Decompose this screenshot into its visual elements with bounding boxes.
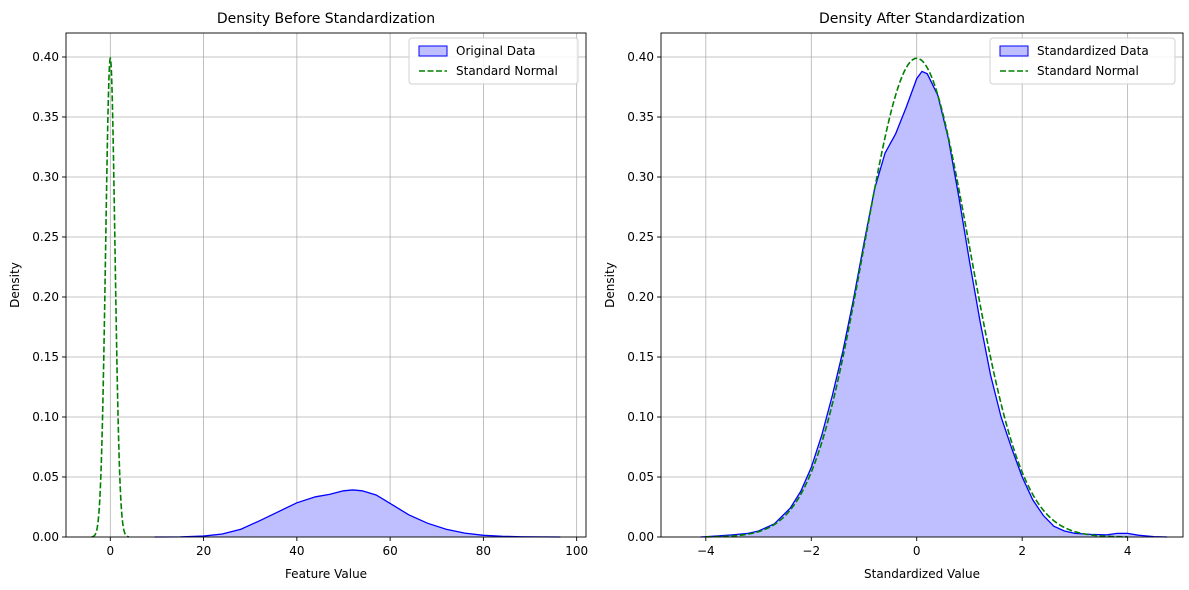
right-chart-title: Density After Standardization <box>819 11 1025 27</box>
left-xtick-label-5: 100 <box>565 544 588 558</box>
right-series-area-0 <box>700 71 1168 538</box>
right-x-axis-label: Standardized Value <box>864 567 980 581</box>
right-ytick-label-7: 0.35 <box>627 110 654 124</box>
left-legend-swatch-0 <box>418 45 448 57</box>
left-axes-frame <box>65 32 587 538</box>
left-ytick-label-2: 0.10 <box>32 410 59 424</box>
left-xtick-label-0: 0 <box>106 544 114 558</box>
right-ytick-label-2: 0.10 <box>627 410 654 424</box>
right-ytick-label-3: 0.15 <box>627 350 654 364</box>
left-ytick-label-8: 0.40 <box>32 50 59 64</box>
right-legend: Standardized Data Standard Normal <box>989 37 1176 85</box>
left-xtick-label-3: 60 <box>382 544 397 558</box>
left-legend-label-0: Original Data <box>456 44 535 58</box>
right-ytick-label-4: 0.20 <box>627 290 654 304</box>
right-legend-box <box>989 37 1176 85</box>
right-ytick-label-5: 0.25 <box>627 230 654 244</box>
right-xtick-label-0: −4 <box>697 544 715 558</box>
right-ytick-label-1: 0.05 <box>627 470 654 484</box>
right-ytick-label-6: 0.30 <box>627 170 654 184</box>
right-legend-label-1: Standard Normal <box>1037 64 1139 78</box>
left-y-axis-label: Density <box>8 262 22 308</box>
right-normal-curve-1 <box>705 57 1128 538</box>
right-legend-swatch-0 <box>999 45 1029 57</box>
left-ytick-label-7: 0.35 <box>32 110 59 124</box>
left-series-line-0 <box>154 489 561 538</box>
left-ytick-label-4: 0.20 <box>32 290 59 304</box>
left-ytick-label-1: 0.05 <box>32 470 59 484</box>
left-series-area-0 <box>154 489 561 537</box>
right-chart-panel: −4 −2 0 2 4 0.00 0.05 0.10 0.15 0.20 0.25 0.30 0.35 0… <box>603 11 1184 581</box>
left-chart-title: Density Before Standardization <box>217 11 435 27</box>
left-ytick-label-0: 0.00 <box>32 530 59 544</box>
left-chart-panel: 0 20 40 60 80 100 0.00 0.05 0.10 0.15 0.20 0.25 0.30… <box>8 11 588 581</box>
right-series-line-0 <box>700 70 1168 538</box>
left-legend: Original Data Standard Normal <box>408 37 579 85</box>
right-ytick-label-8: 0.40 <box>627 50 654 64</box>
right-xtick-label-3: 2 <box>1018 544 1026 558</box>
left-ytick-label-5: 0.25 <box>32 230 59 244</box>
left-legend-label-1: Standard Normal <box>456 64 558 78</box>
left-legend-box <box>408 37 579 85</box>
right-ytick-label-0: 0.00 <box>627 530 654 544</box>
left-xtick-label-4: 80 <box>476 544 491 558</box>
left-normal-curve-1 <box>91 56 130 538</box>
right-xtick-label-4: 4 <box>1124 544 1132 558</box>
right-axes-frame <box>660 32 1184 538</box>
left-x-axis-label: Feature Value <box>285 567 367 581</box>
right-xtick-label-1: −2 <box>802 544 820 558</box>
left-ytick-label-3: 0.15 <box>32 350 59 364</box>
left-xtick-label-2: 40 <box>289 544 304 558</box>
right-legend-label-0: Standardized Data <box>1037 44 1149 58</box>
left-xtick-label-1: 20 <box>196 544 211 558</box>
right-y-axis-label: Density <box>603 262 617 308</box>
right-xtick-label-2: 0 <box>913 544 921 558</box>
left-ytick-label-6: 0.30 <box>32 170 59 184</box>
